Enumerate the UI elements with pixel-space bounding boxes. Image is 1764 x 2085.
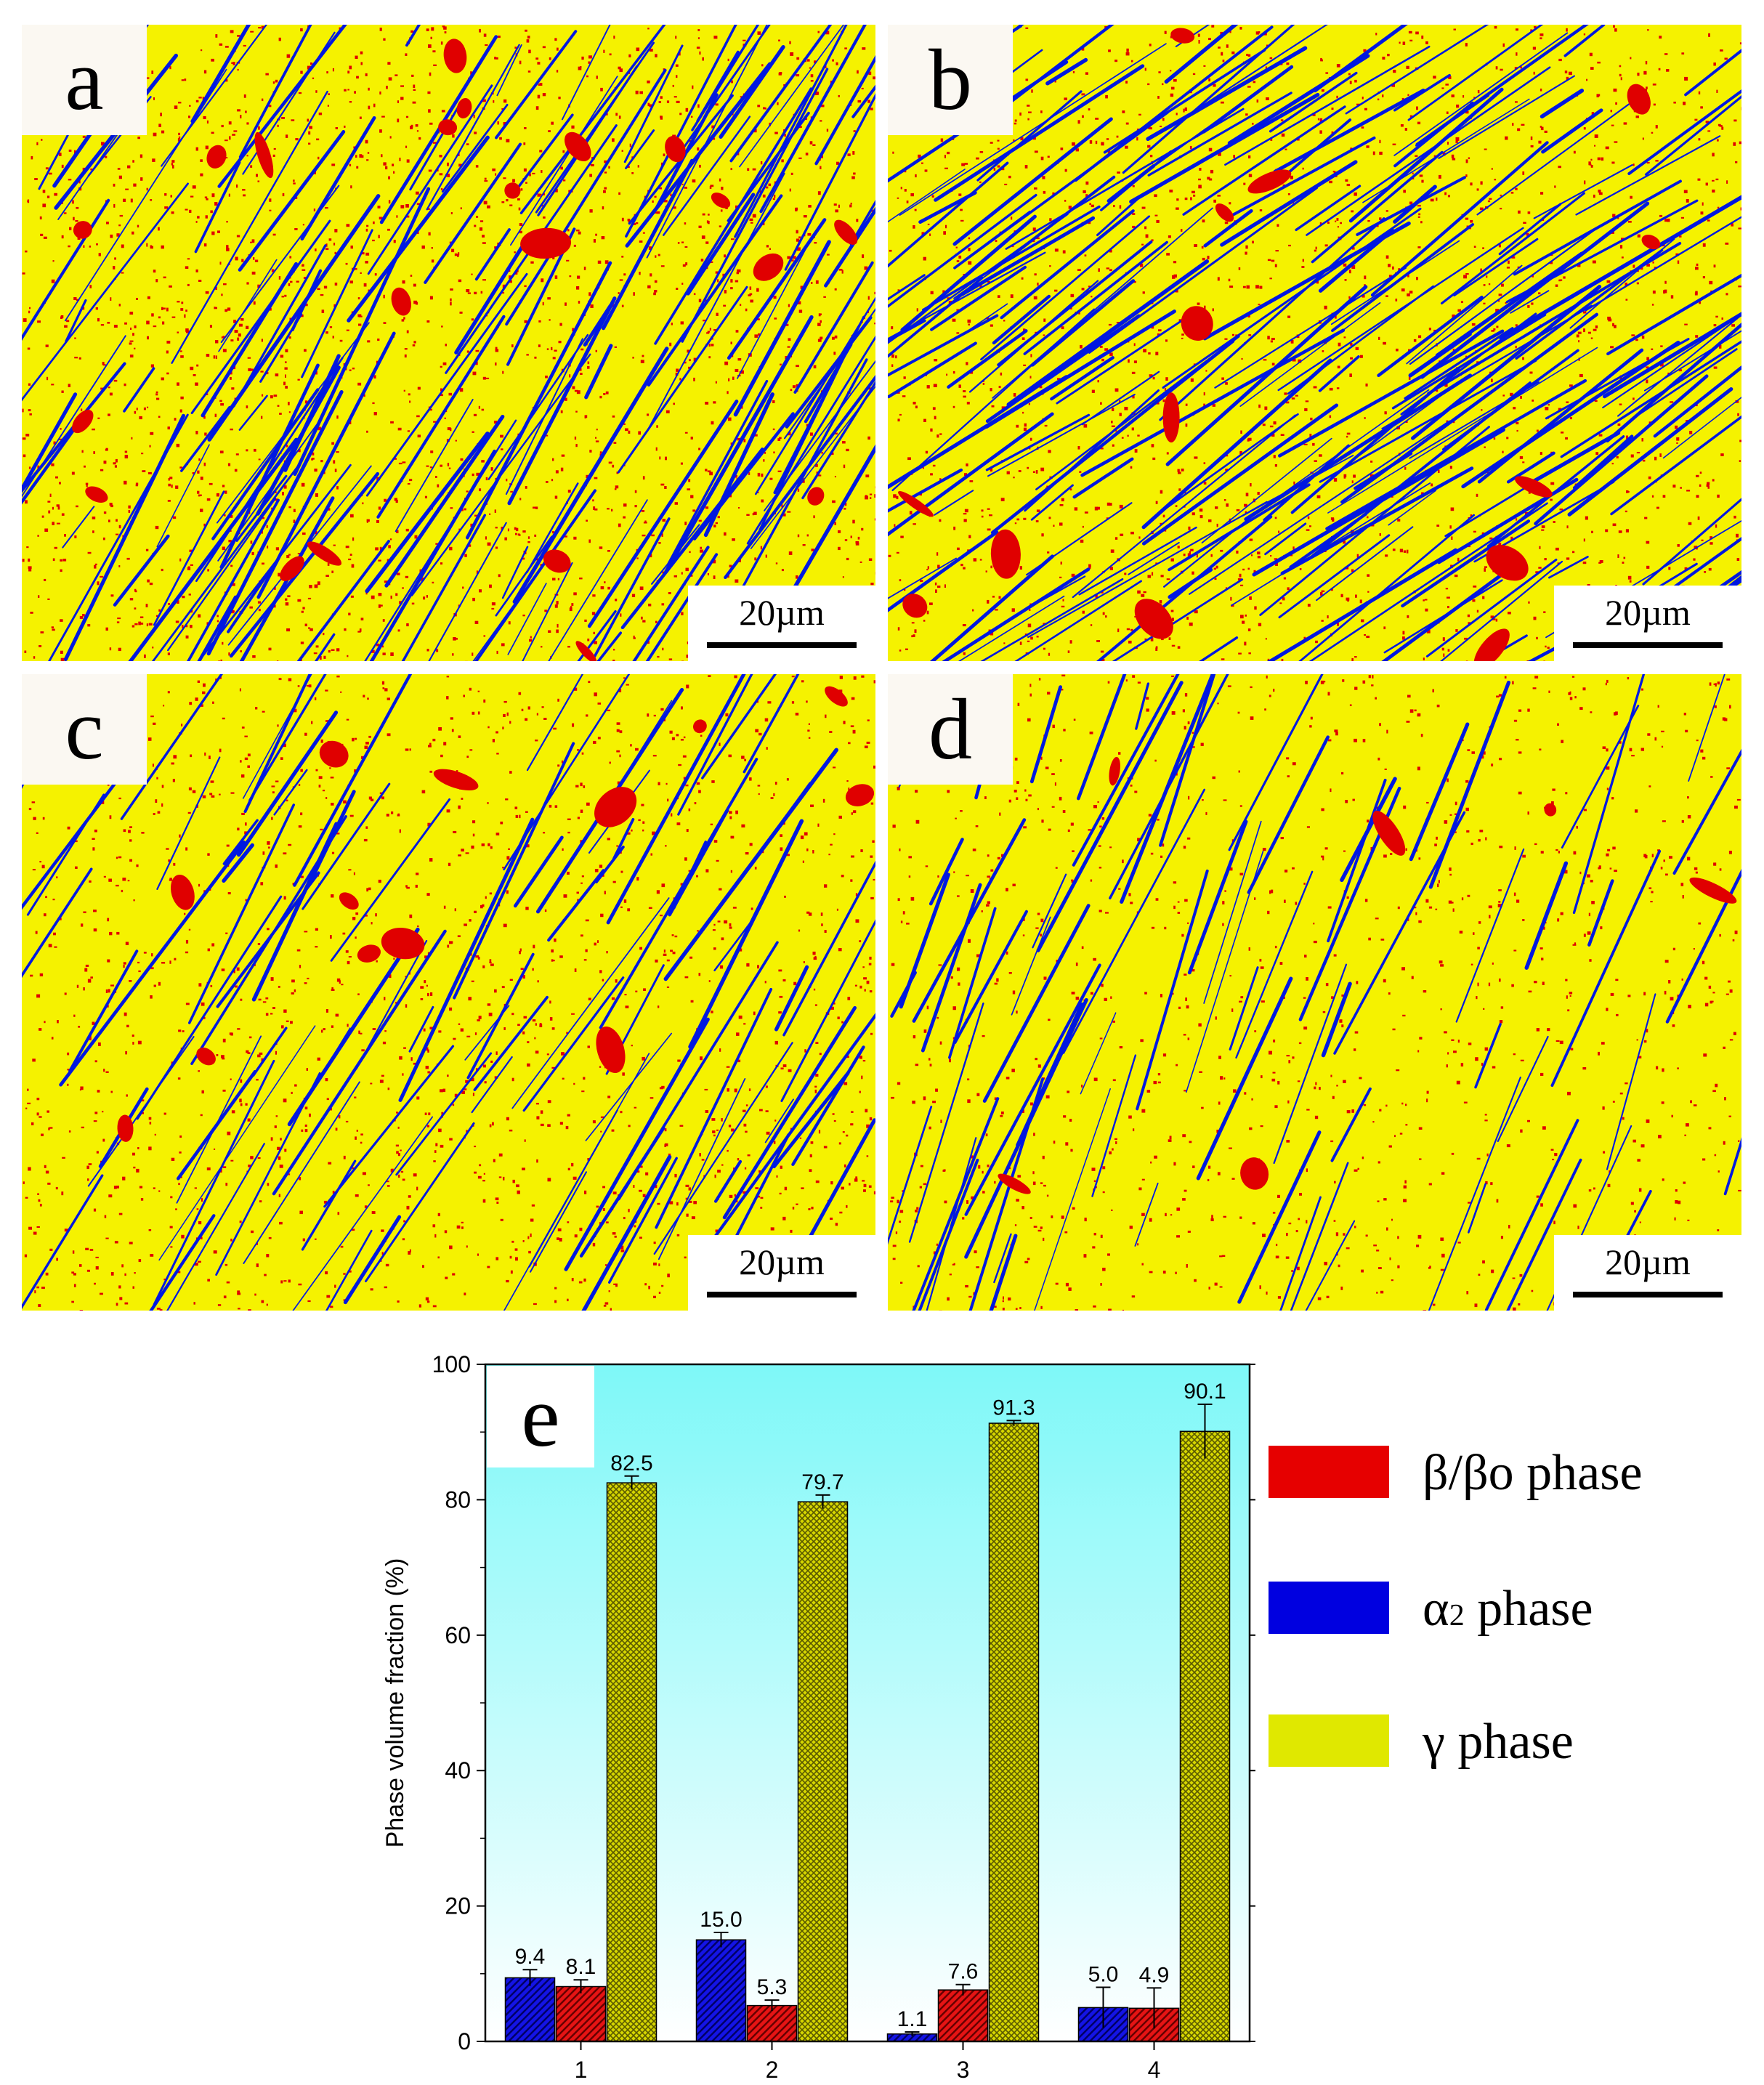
y-tick-label-80: 80 [445, 1486, 471, 1513]
data-label-gamma-4: 90.1 [1184, 1380, 1226, 1404]
ebsd-map-a: a 20µm [22, 25, 875, 661]
alpha2-laths-d [888, 674, 1741, 1311]
scale-text-c: 20µm [739, 1242, 825, 1282]
panel-label-e-box [487, 1366, 594, 1467]
phase-map-d [888, 674, 1741, 1311]
plot-area [485, 1364, 1250, 2041]
data-label-beta-2: 5.3 [757, 1975, 788, 1999]
legend-label-2: γ phase [1422, 1714, 1574, 1770]
legend-label-0: β/βo phase [1423, 1445, 1643, 1501]
panel-label-d: d [888, 674, 1013, 785]
y-tick-label-20: 20 [445, 1893, 471, 1919]
beta-speckle-d [890, 674, 1741, 1311]
y-tick-label-40: 40 [445, 1757, 471, 1784]
x-tick-label-1: 1 [575, 2057, 588, 2083]
x-tick-label-3: 3 [957, 2057, 970, 2083]
scale-bar-a: 20µm [688, 586, 875, 661]
y-tick-label-0: 0 [458, 2028, 471, 2054]
phase-map-a [22, 25, 875, 661]
scale-bar-b: 20µm [1554, 586, 1741, 661]
data-label-alpha2-1: 9.4 [515, 1945, 546, 1969]
legend-swatch-1 [1269, 1582, 1389, 1634]
legend-swatch-0 [1269, 1446, 1389, 1498]
data-label-beta-1: 8.1 [566, 1955, 596, 1979]
data-label-gamma-1: 82.5 [610, 1452, 652, 1475]
ebsd-map-b: b 20µm [888, 25, 1741, 661]
scale-line-a [707, 642, 857, 648]
scale-bar-c: 20µm [688, 1235, 875, 1311]
legend-item-2: γ phase [1269, 1714, 1574, 1770]
data-label-alpha2-2: 15.0 [700, 1908, 742, 1932]
panel-label-b: b [888, 25, 1013, 135]
bar-gamma-1 [606, 1482, 658, 2042]
bar-beta-3 [937, 1989, 989, 2042]
x-tick-label-4: 4 [1148, 2057, 1161, 2083]
legend-label-1: α2 phase [1423, 1581, 1593, 1637]
alpha2-laths-b [888, 25, 1741, 661]
bar-alpha2-2 [695, 1939, 747, 2042]
scale-text-b: 20µm [1605, 592, 1691, 633]
ebsd-map-d: d 20µm [888, 674, 1741, 1311]
ebsd-map-c: c 20µm [22, 674, 875, 1311]
bar-alpha2-1 [504, 1977, 556, 2042]
beta-grain-boundary-c [117, 686, 875, 1142]
bar-beta-1 [555, 1985, 607, 2042]
bar-gamma-2 [797, 1501, 849, 2042]
y-tick-label-60: 60 [445, 1622, 471, 1648]
data-label-gamma-2: 79.7 [801, 1470, 843, 1494]
scale-bar-d: 20µm [1554, 1235, 1741, 1311]
x-tick-label-2: 2 [766, 2057, 779, 2083]
scale-line-c [707, 1292, 857, 1297]
phase-map-c [22, 674, 875, 1311]
phase-map-b [888, 25, 1741, 661]
data-label-beta-4: 4.9 [1139, 1963, 1170, 1987]
legend-item-1: α2 phase [1269, 1581, 1593, 1637]
scale-text-a: 20µm [739, 592, 825, 633]
bar-gamma-3 [988, 1422, 1040, 2042]
phase-fraction-chart: 9.4 8.1 82.5 1 15.0 5.3 79.7 2 1.1 7.6 91.3 3 5.0 4.9… [381, 1351, 1643, 2083]
panel-label-e: e [521, 1368, 559, 1465]
legend-item-0: β/βo phase [1269, 1445, 1643, 1501]
beta-grain-boundary-d [998, 756, 1737, 1194]
y-axis-label: Phase volume fraction (%) [381, 1558, 409, 1848]
y-tick-label-100: 100 [432, 1351, 471, 1377]
scale-text-d: 20µm [1605, 1242, 1691, 1282]
bar-gamma-4 [1179, 1430, 1231, 2042]
legend-swatch-2 [1269, 1714, 1389, 1767]
scale-line-b [1573, 642, 1723, 648]
data-label-beta-3: 7.6 [948, 1960, 979, 1984]
data-label-alpha2-3: 1.1 [897, 2007, 928, 2031]
data-label-gamma-3: 91.3 [992, 1396, 1035, 1420]
data-label-alpha2-4: 5.0 [1088, 1962, 1119, 1986]
panel-label-c: c [22, 674, 147, 785]
panel-label-a: a [22, 25, 147, 135]
scale-line-d [1573, 1292, 1723, 1297]
